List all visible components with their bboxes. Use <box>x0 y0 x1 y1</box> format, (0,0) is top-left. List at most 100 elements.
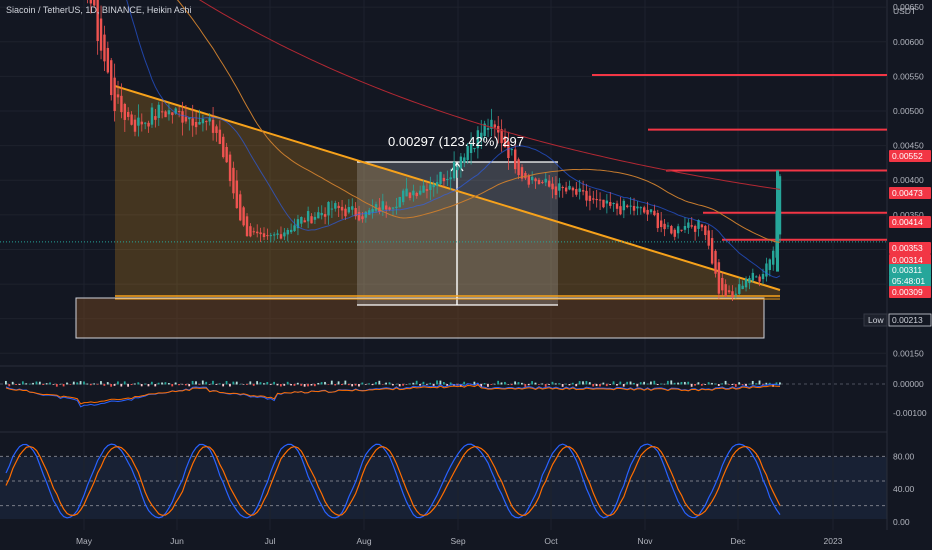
price-tag-text: 0.00309 <box>892 287 923 297</box>
candle-body <box>449 177 452 180</box>
candle-body <box>361 216 364 220</box>
macd-histogram-bar <box>215 384 218 385</box>
candle-body <box>374 204 378 211</box>
macd-histogram-bar <box>313 384 316 387</box>
axes-layer: 0.008000.007500.007000.006500.006000.005… <box>76 2 932 546</box>
macd-histogram-bar <box>568 384 571 386</box>
candle-body <box>181 111 184 123</box>
macd-signal-line <box>5 384 781 405</box>
macd-histogram-bar <box>629 381 632 385</box>
macd-histogram-bar <box>578 381 581 385</box>
candle-body <box>537 179 541 184</box>
macd-histogram-bar <box>235 381 238 385</box>
time-tick-label: Oct <box>544 536 558 546</box>
candle-body <box>245 216 249 236</box>
macd-histogram-bar <box>164 382 167 385</box>
price-tag-bg <box>889 242 931 254</box>
macd-histogram-bar <box>49 382 51 385</box>
candle-body <box>731 291 734 297</box>
candle-body <box>568 185 571 190</box>
price-tag-text: 0.00473 <box>892 188 923 198</box>
candle-body <box>415 192 418 197</box>
candle-body <box>612 202 615 204</box>
macd-histogram-bar <box>334 384 337 386</box>
macd-histogram-bar <box>711 382 713 385</box>
low-label-bg <box>863 313 888 327</box>
candle-body <box>748 278 751 284</box>
price-tag-bg <box>889 254 931 266</box>
candle-body <box>259 232 262 235</box>
macd-histogram-bar <box>69 384 72 385</box>
macd-histogram-bar <box>643 381 646 385</box>
candle-body <box>198 121 201 125</box>
macd-histogram-bar <box>639 382 642 385</box>
candle-body <box>609 202 612 206</box>
time-tick-label: Jun <box>170 536 184 546</box>
macd-histogram-bar <box>324 381 326 385</box>
macd-histogram-bar <box>320 382 323 385</box>
macd-histogram-bar <box>174 382 177 385</box>
candle-body <box>269 235 272 237</box>
candle-body <box>208 118 211 122</box>
candle-body <box>541 181 544 184</box>
candle-body <box>755 276 758 278</box>
candle-body <box>177 111 181 113</box>
macd-histogram-bar <box>93 383 96 385</box>
candle-body <box>751 272 755 281</box>
candle-body <box>293 225 296 232</box>
candle-body <box>225 146 228 163</box>
price-tag-bg <box>889 286 931 298</box>
macd-histogram-bar <box>507 384 510 385</box>
time-tick-label: Nov <box>637 536 653 546</box>
overlay-layer <box>126 0 781 279</box>
macd-histogram-bar <box>677 382 679 385</box>
candle-body <box>758 276 761 282</box>
candle-body <box>300 217 303 224</box>
macd-histogram-bar <box>66 382 68 385</box>
candle-body <box>710 238 714 264</box>
candle-body <box>741 285 744 290</box>
descending-trendline <box>114 85 781 291</box>
candle-body <box>205 121 208 123</box>
macd-histogram-bar <box>762 384 764 385</box>
candle-body <box>191 118 194 126</box>
macd-histogram-bar <box>300 384 303 386</box>
candle-body <box>724 284 727 297</box>
candle-body <box>222 136 225 158</box>
macd-histogram-bar <box>497 380 500 385</box>
macd-histogram-bar <box>21 381 24 385</box>
macd-histogram-bar <box>551 381 554 385</box>
macd-histogram-bar <box>765 382 768 385</box>
macd-histogram-bar <box>293 384 296 386</box>
candle-body <box>459 156 463 169</box>
macd-histogram-bar <box>436 380 438 385</box>
macd-histogram-bar <box>558 383 561 385</box>
macd-histogram-bar <box>130 384 133 386</box>
macd-histogram-bar <box>582 381 584 385</box>
candle-body <box>354 208 357 217</box>
candle-body <box>636 206 639 209</box>
candle-body <box>772 250 775 265</box>
macd-histogram-bar <box>541 383 544 385</box>
macd-histogram-bar <box>195 381 197 385</box>
candle-body <box>622 200 626 211</box>
macd-histogram-bar <box>181 384 184 385</box>
macd-tick-label: 0.00000 <box>893 379 924 389</box>
candle-body <box>551 183 554 190</box>
price-tag-text: 0.00353 <box>892 243 923 253</box>
drawings-layer <box>0 0 887 530</box>
candle-body <box>666 225 670 227</box>
candle-body <box>480 132 483 140</box>
macd-histogram-bar <box>602 382 605 385</box>
measure-label: 0.00297 (123.42%) 297 <box>388 134 524 149</box>
price-tag-text: 0.00314 <box>892 255 923 265</box>
price-tag-text: 0.00552 <box>892 151 923 161</box>
macd-histogram-bar <box>599 384 601 387</box>
macd-histogram-bar <box>161 382 163 385</box>
macd-histogram-bar <box>45 383 48 385</box>
macd-histogram-bar <box>616 384 618 386</box>
macd-histogram-bar <box>521 382 523 385</box>
macd-histogram-bar <box>167 383 170 385</box>
